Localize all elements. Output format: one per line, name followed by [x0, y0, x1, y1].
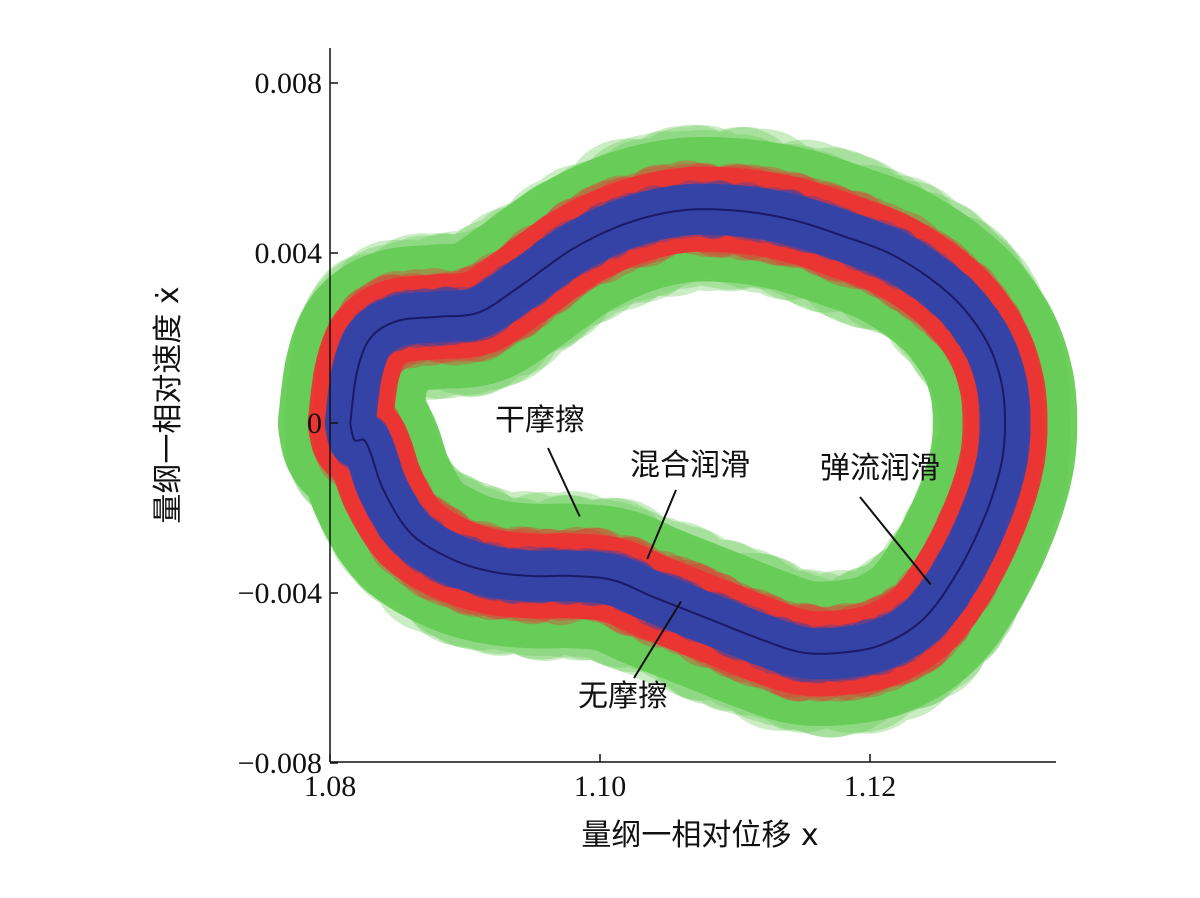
annotation-label: 混合润滑	[630, 448, 750, 483]
annotation-label: 干摩擦	[495, 403, 585, 438]
ticks: 1.08 1.10 1.12 −0.008 −0.004 0 0.004 0.008	[238, 67, 897, 803]
annotation-leader	[547, 447, 581, 517]
y-tick-label: 0	[307, 407, 322, 440]
annotation-leader	[633, 600, 682, 679]
annotation-leader	[859, 496, 932, 586]
x-tick-label: 1.10	[574, 770, 627, 803]
x-tick-label: 1.08	[304, 770, 357, 803]
series-lines	[349, 208, 1006, 655]
axes	[329, 48, 1056, 763]
x-tick-label: 1.12	[844, 770, 897, 803]
line-4	[349, 208, 1006, 655]
x-axis-title: 量纲一相对位移 x	[581, 818, 818, 853]
y-tick-label: 0.004	[255, 237, 323, 270]
y-tick-label: −0.008	[238, 747, 322, 780]
band-3-jitter	[327, 183, 1028, 683]
y-tick-label: −0.004	[238, 577, 322, 610]
annotation-leader	[646, 489, 677, 560]
y-tick-label: 0.008	[255, 67, 323, 100]
annotation-label: 弹流润滑	[820, 451, 940, 486]
annotation-label: 无摩擦	[578, 679, 668, 714]
y-axis-title: 量纲一相对速度 ẋ	[151, 286, 186, 523]
